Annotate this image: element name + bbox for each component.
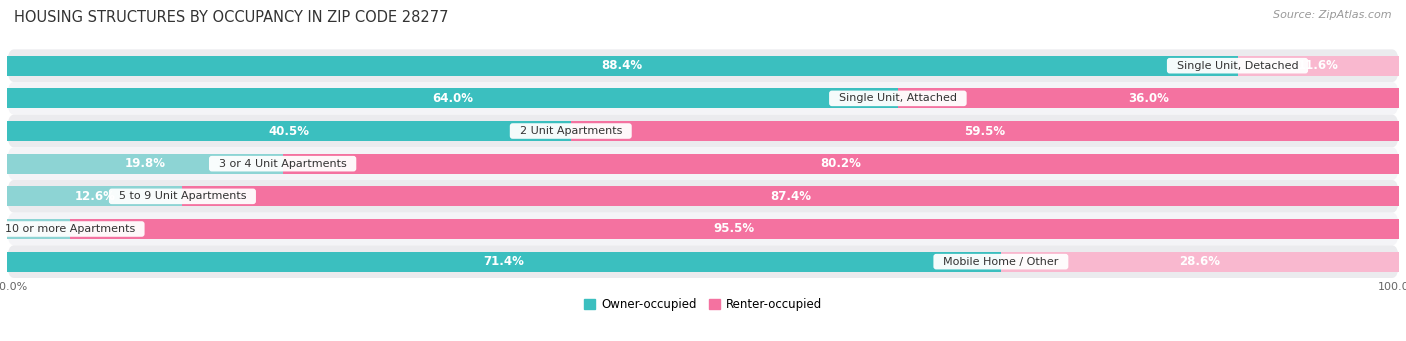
Bar (7, 153, 283, 174)
Text: 95.5%: 95.5% (714, 222, 755, 236)
Text: 40.5%: 40.5% (269, 124, 309, 137)
FancyBboxPatch shape (7, 115, 1399, 147)
Bar (7, 88, 898, 108)
FancyBboxPatch shape (7, 82, 1399, 115)
FancyBboxPatch shape (7, 213, 1399, 245)
Text: Single Unit, Attached: Single Unit, Attached (832, 93, 965, 103)
Bar (7, 121, 571, 141)
Text: 59.5%: 59.5% (965, 124, 1005, 137)
Bar (1237, 56, 1399, 76)
Text: 87.4%: 87.4% (770, 190, 811, 203)
Bar (70, 219, 1399, 239)
FancyBboxPatch shape (7, 180, 1399, 213)
Text: 4.5%: 4.5% (32, 222, 63, 236)
Bar (7, 56, 1237, 76)
Bar (183, 186, 1399, 206)
FancyBboxPatch shape (7, 147, 1399, 180)
Text: 10 or more Apartments: 10 or more Apartments (0, 224, 142, 234)
Text: 36.0%: 36.0% (1128, 92, 1168, 105)
Text: 12.6%: 12.6% (75, 190, 115, 203)
Text: 28.6%: 28.6% (1180, 255, 1220, 268)
Text: 3 or 4 Unit Apartments: 3 or 4 Unit Apartments (212, 159, 353, 169)
Bar (7, 186, 183, 206)
Bar (898, 88, 1399, 108)
Text: Source: ZipAtlas.com: Source: ZipAtlas.com (1274, 10, 1392, 20)
Text: 19.8%: 19.8% (124, 157, 166, 170)
Text: 71.4%: 71.4% (484, 255, 524, 268)
Legend: Owner-occupied, Renter-occupied: Owner-occupied, Renter-occupied (579, 293, 827, 315)
FancyBboxPatch shape (7, 49, 1399, 82)
Bar (7, 219, 70, 239)
Text: 80.2%: 80.2% (820, 157, 862, 170)
Bar (1001, 252, 1399, 272)
FancyBboxPatch shape (7, 245, 1399, 278)
Text: 88.4%: 88.4% (602, 59, 643, 72)
Text: HOUSING STRUCTURES BY OCCUPANCY IN ZIP CODE 28277: HOUSING STRUCTURES BY OCCUPANCY IN ZIP C… (14, 10, 449, 25)
Text: 11.6%: 11.6% (1298, 59, 1339, 72)
Bar (7, 252, 1001, 272)
Text: 5 to 9 Unit Apartments: 5 to 9 Unit Apartments (111, 191, 253, 201)
Text: 2 Unit Apartments: 2 Unit Apartments (513, 126, 628, 136)
Text: 64.0%: 64.0% (432, 92, 472, 105)
Bar (283, 153, 1399, 174)
Text: Single Unit, Detached: Single Unit, Detached (1170, 61, 1305, 71)
Bar (571, 121, 1399, 141)
Text: Mobile Home / Other: Mobile Home / Other (936, 257, 1066, 267)
